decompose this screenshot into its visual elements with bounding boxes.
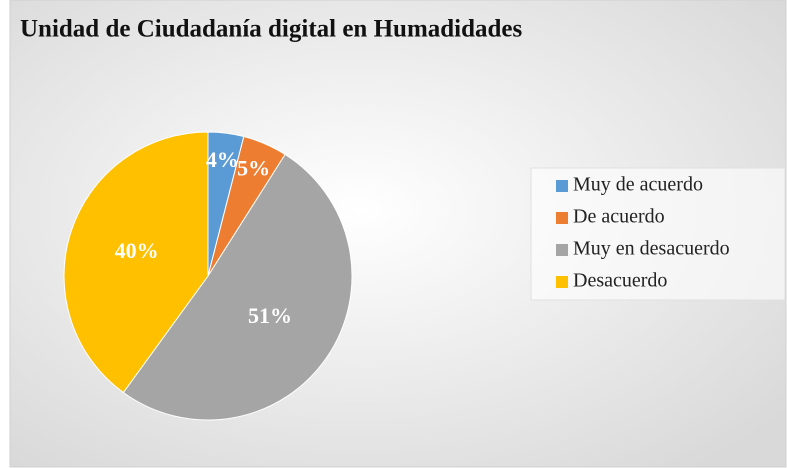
legend-swatch xyxy=(556,276,568,288)
data-label: 40% xyxy=(115,238,159,263)
legend-label: De acuerdo xyxy=(573,206,665,228)
legend-swatch xyxy=(556,180,568,192)
pie-slice xyxy=(122,153,353,421)
data-label: 4% xyxy=(206,147,239,172)
data-label: 5% xyxy=(237,156,270,181)
legend-label: Muy de acuerdo xyxy=(573,174,703,196)
legend-label: Muy en desacuerdo xyxy=(573,238,730,260)
legend-swatch xyxy=(556,212,568,224)
data-label: 51% xyxy=(248,303,292,328)
legend-swatch xyxy=(556,244,568,256)
chart-title: Unidad de Ciudadanía digital en Humadida… xyxy=(20,16,523,43)
legend-label: Desacuerdo xyxy=(573,270,667,292)
legend-box xyxy=(530,167,786,301)
pie-slice xyxy=(63,131,209,394)
